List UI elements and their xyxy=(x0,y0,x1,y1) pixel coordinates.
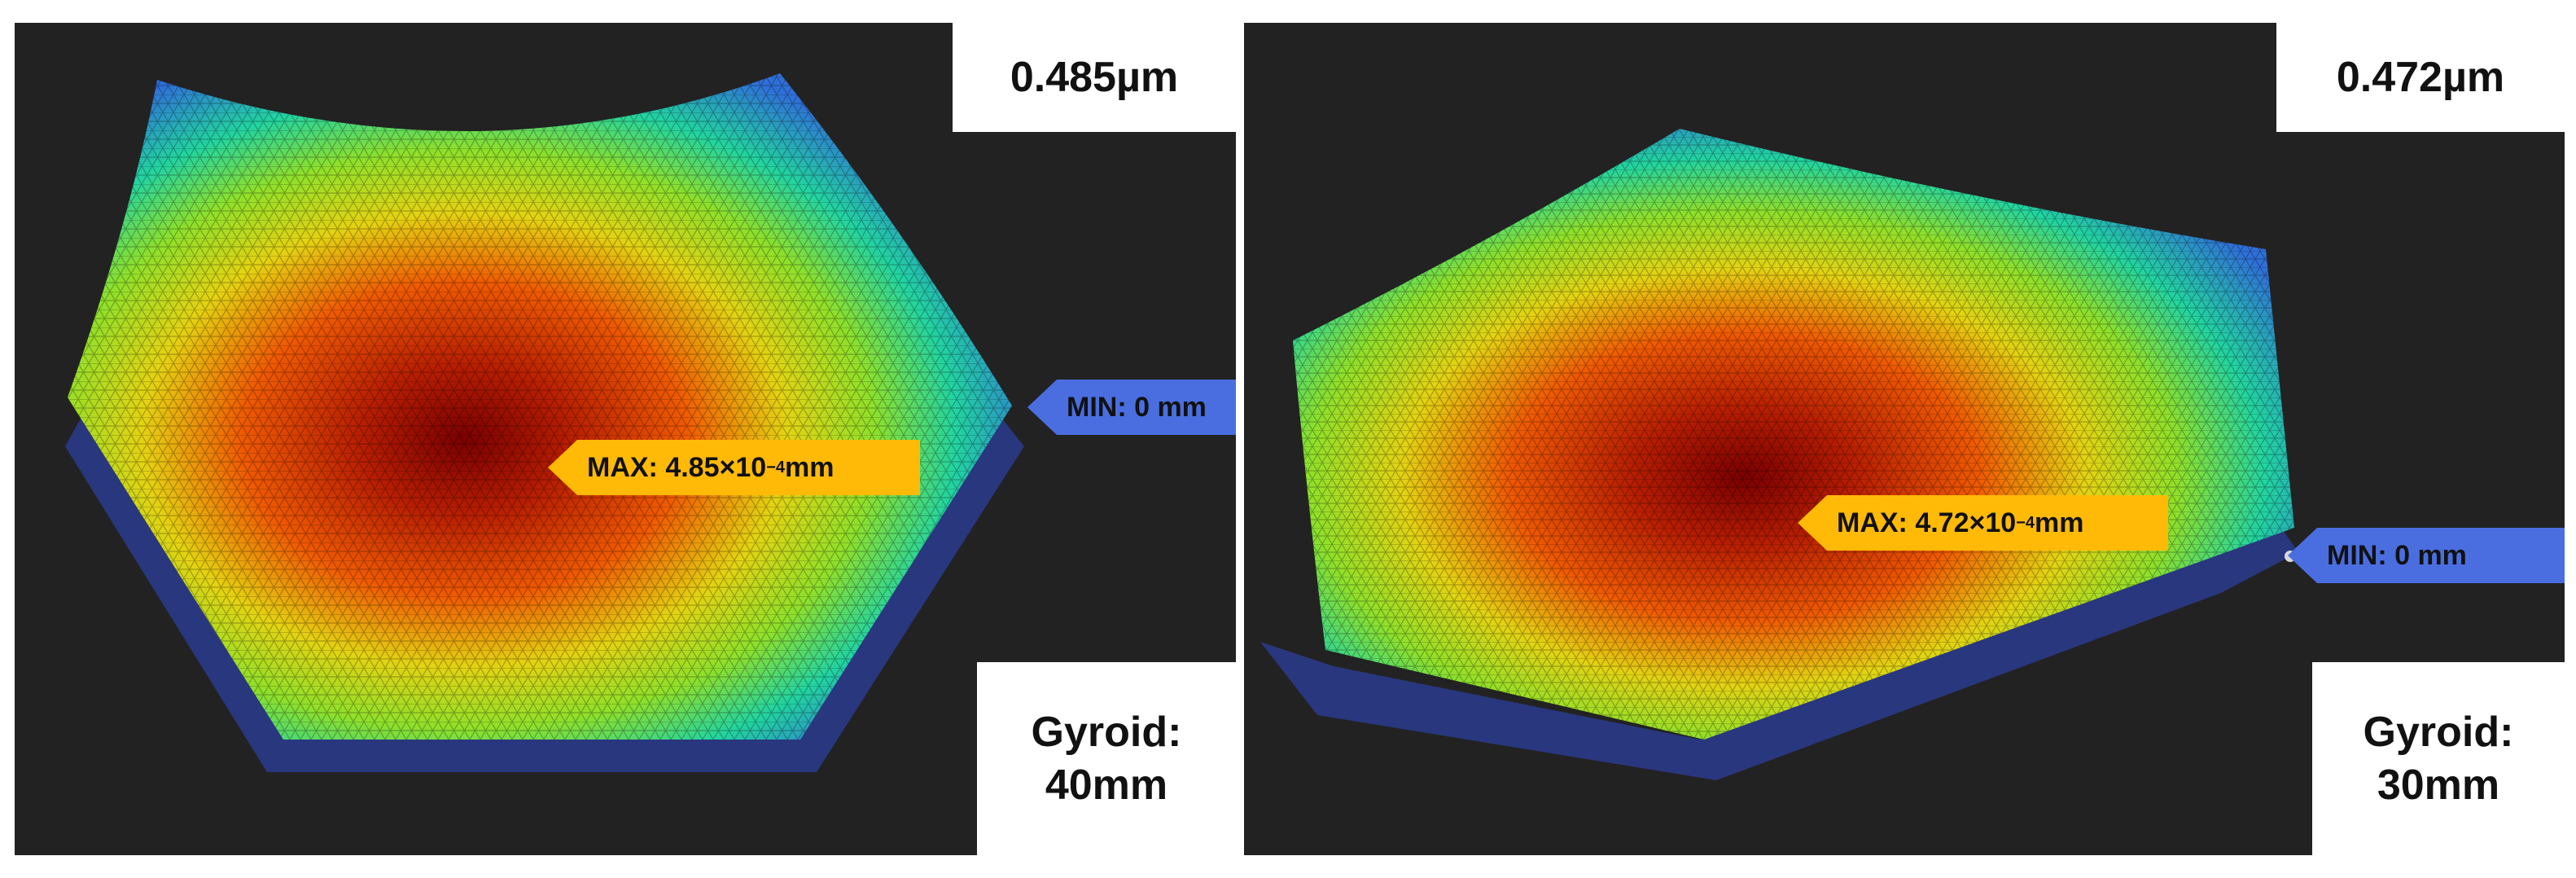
min-callout-text: MIN: 0 mm xyxy=(2327,539,2467,571)
plate-rim xyxy=(1260,511,2298,780)
max-callout-unit: mm xyxy=(784,451,835,483)
max-callout: MAX: 4.72×10 −4 mm xyxy=(1798,495,2168,551)
gyroid-label-line1: Gyroid: xyxy=(1031,708,1182,756)
displacement-value-text: 0.472µm xyxy=(2336,53,2505,101)
displacement-value-text: 0.485µm xyxy=(1010,53,1179,101)
deformation-contour-plot xyxy=(1260,129,2298,780)
max-callout-text: MAX: 4.85×10 xyxy=(587,451,767,483)
gyroid-label-line2: 30mm xyxy=(2377,761,2500,809)
max-callout-text: MAX: 4.72×10 xyxy=(1837,507,2017,538)
gyroid-size-label: Gyroid: 40mm xyxy=(977,662,1236,855)
max-callout-unit: mm xyxy=(2034,507,2084,538)
gyroid-label-line1: Gyroid: xyxy=(2363,708,2514,756)
max-callout-exponent: −4 xyxy=(766,458,785,476)
min-callout: MIN: 0 mm xyxy=(2288,528,2565,583)
mesh-overlay xyxy=(1293,129,2294,740)
max-callout: MAX: 4.85×10 −4 mm xyxy=(548,440,920,495)
max-displacement-label: 0.485µm xyxy=(953,23,1236,132)
max-displacement-label: 0.472µm xyxy=(2276,23,2565,132)
gyroid-size-label: Gyroid: 30mm xyxy=(2312,662,2565,855)
min-callout: MIN: 0 mm xyxy=(1027,380,1236,435)
mesh-overlay xyxy=(68,73,1012,740)
gyroid-label-line2: 40mm xyxy=(1045,761,1168,809)
max-callout-exponent: −4 xyxy=(2016,513,2035,532)
simulation-panel-gyroid-40mm: 0.485µm Gyroid: 40mm MAX: 4.85×10 −4 mm M… xyxy=(15,23,1236,855)
deformation-contour-plot xyxy=(65,73,1024,772)
simulation-panel-gyroid-30mm: 0.472µm Gyroid: 30mm MAX: 4.72×10 −4 mm M… xyxy=(1244,23,2565,855)
min-callout-text: MIN: 0 mm xyxy=(1067,391,1207,423)
